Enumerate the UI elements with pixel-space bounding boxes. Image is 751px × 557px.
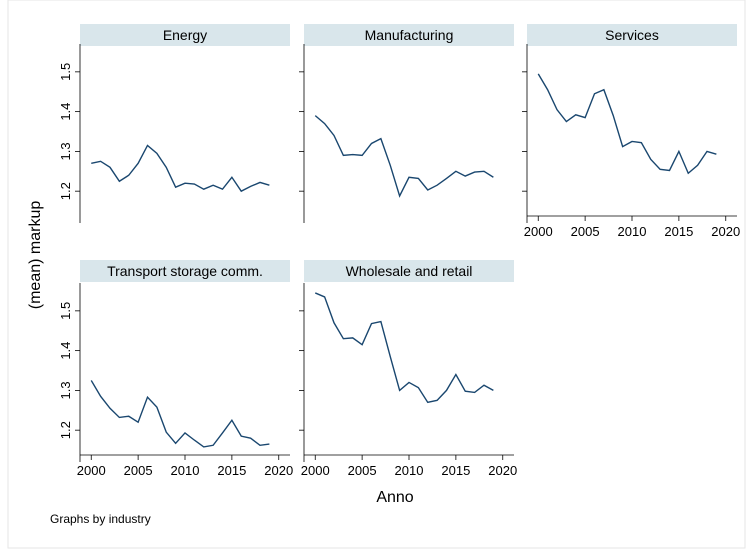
panel-header <box>304 24 514 46</box>
y-tick-label: 1.3 <box>58 381 73 399</box>
x-tick-label: 2005 <box>571 224 600 239</box>
panel-header <box>80 24 290 46</box>
y-tick-label: 1.5 <box>58 302 73 320</box>
panel-header <box>80 260 290 282</box>
y-tick-label: 1.3 <box>58 142 73 160</box>
panel-title: Manufacturing <box>365 27 454 43</box>
x-tick-label: 2010 <box>618 224 647 239</box>
y-tick-label: 1.4 <box>58 103 73 121</box>
panel-title: Energy <box>163 27 207 43</box>
panel-title: Services <box>605 27 659 43</box>
y-tick-label: 1.2 <box>58 421 73 439</box>
line-series <box>314 292 494 404</box>
panel-title: Transport storage comm. <box>107 263 263 279</box>
x-tick-label: 2020 <box>264 463 293 478</box>
x-tick-label: 2015 <box>217 463 246 478</box>
x-tick-label: 2020 <box>711 224 740 239</box>
x-tick-label: 2010 <box>395 463 424 478</box>
x-tick-label: 2005 <box>348 463 377 478</box>
x-tick-label: 2015 <box>664 224 693 239</box>
line-series <box>90 380 270 448</box>
x-axis-title: Anno <box>376 489 413 506</box>
x-tick-label: 2015 <box>441 463 470 478</box>
y-tick-label: 1.2 <box>58 182 73 200</box>
panel-header <box>527 24 737 46</box>
panel-title: Wholesale and retail <box>346 263 473 279</box>
line-series <box>314 115 494 198</box>
y-axis-title: (mean) markup <box>27 201 44 310</box>
y-tick-label: 1.4 <box>58 342 73 360</box>
x-tick-label: 2000 <box>524 224 553 239</box>
x-tick-label: 2000 <box>77 463 106 478</box>
x-tick-label: 2000 <box>301 463 330 478</box>
y-tick-label: 1.5 <box>58 63 73 81</box>
x-tick-label: 2005 <box>124 463 153 478</box>
note: Graphs by industry <box>50 512 151 526</box>
line-series <box>537 73 717 175</box>
x-tick-label: 2010 <box>171 463 200 478</box>
x-tick-label: 2020 <box>488 463 517 478</box>
panel-header <box>304 260 514 282</box>
line-series <box>91 144 270 193</box>
